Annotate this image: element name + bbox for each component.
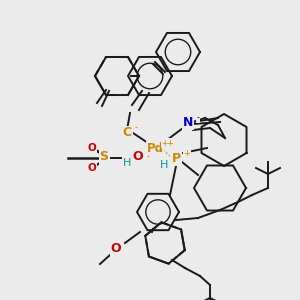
Text: H: H	[123, 158, 131, 168]
Text: H: H	[160, 160, 168, 170]
Text: N: N	[183, 116, 193, 128]
Text: O: O	[111, 242, 121, 254]
Text: S: S	[100, 151, 109, 164]
Text: Pd: Pd	[146, 142, 164, 154]
Text: P: P	[171, 152, 181, 164]
Text: -: -	[196, 113, 200, 122]
Text: C: C	[122, 127, 132, 140]
Text: O: O	[88, 163, 96, 173]
Text: -: -	[134, 124, 137, 133]
Text: +: +	[184, 148, 190, 158]
Text: O: O	[133, 151, 143, 164]
Text: ++: ++	[162, 139, 174, 148]
Text: O: O	[88, 143, 96, 153]
